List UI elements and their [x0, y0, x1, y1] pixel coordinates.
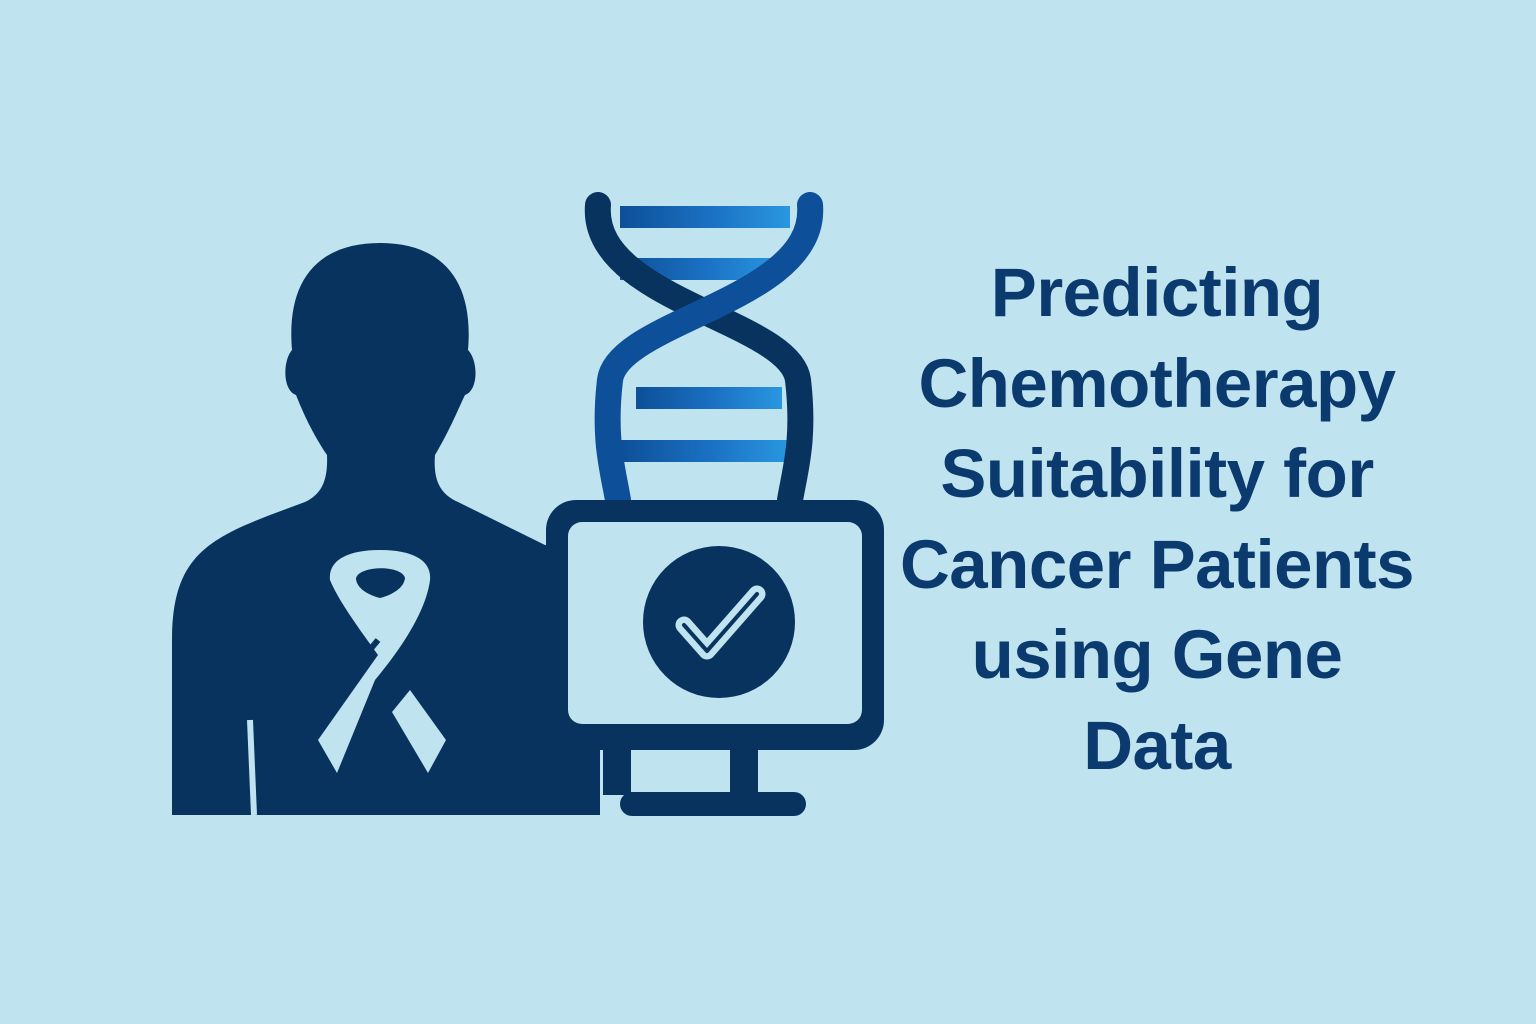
page-title: Predicting Chemotherapy Suitability for … — [862, 248, 1452, 791]
title-line-2: Chemotherapy — [918, 344, 1396, 422]
title-line-3: Suitability for — [940, 435, 1374, 512]
awareness-ribbon-icon — [318, 550, 446, 773]
title-line-1: Predicting — [990, 254, 1324, 331]
title-line-4: Cancer Patients — [899, 525, 1415, 603]
title-line-6: Data — [1083, 706, 1231, 784]
checkmark-circle-icon — [643, 546, 795, 698]
title-line-5: using Gene — [971, 616, 1343, 693]
dna-helix-icon — [584, 192, 824, 513]
patient-silhouette-icon — [172, 243, 600, 816]
